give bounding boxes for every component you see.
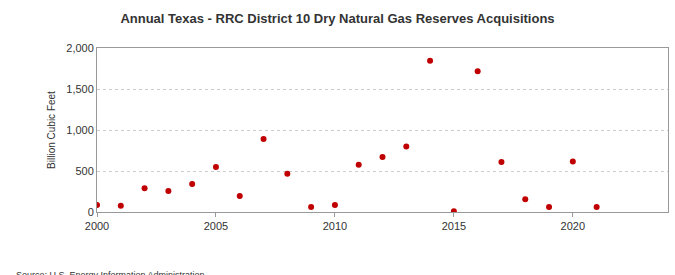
svg-text:2020: 2020 [561,220,585,232]
svg-text:1,500: 1,500 [66,83,94,95]
svg-text:Billion Cubic Feet: Billion Cubic Feet [46,91,57,169]
svg-text:2,000: 2,000 [66,42,94,54]
svg-text:0: 0 [88,206,94,218]
svg-text:1,000: 1,000 [66,124,94,136]
svg-text:500: 500 [75,165,93,177]
svg-text:2000: 2000 [85,220,109,232]
svg-text:Annual Texas - RRC District 10: Annual Texas - RRC District 10 Dry Natur… [120,11,554,26]
svg-text:Source: U.S. Energy Informatio: Source: U.S. Energy Information Administ… [16,270,205,275]
svg-text:2010: 2010 [323,220,347,232]
svg-text:2015: 2015 [442,220,466,232]
svg-text:2005: 2005 [204,220,228,232]
